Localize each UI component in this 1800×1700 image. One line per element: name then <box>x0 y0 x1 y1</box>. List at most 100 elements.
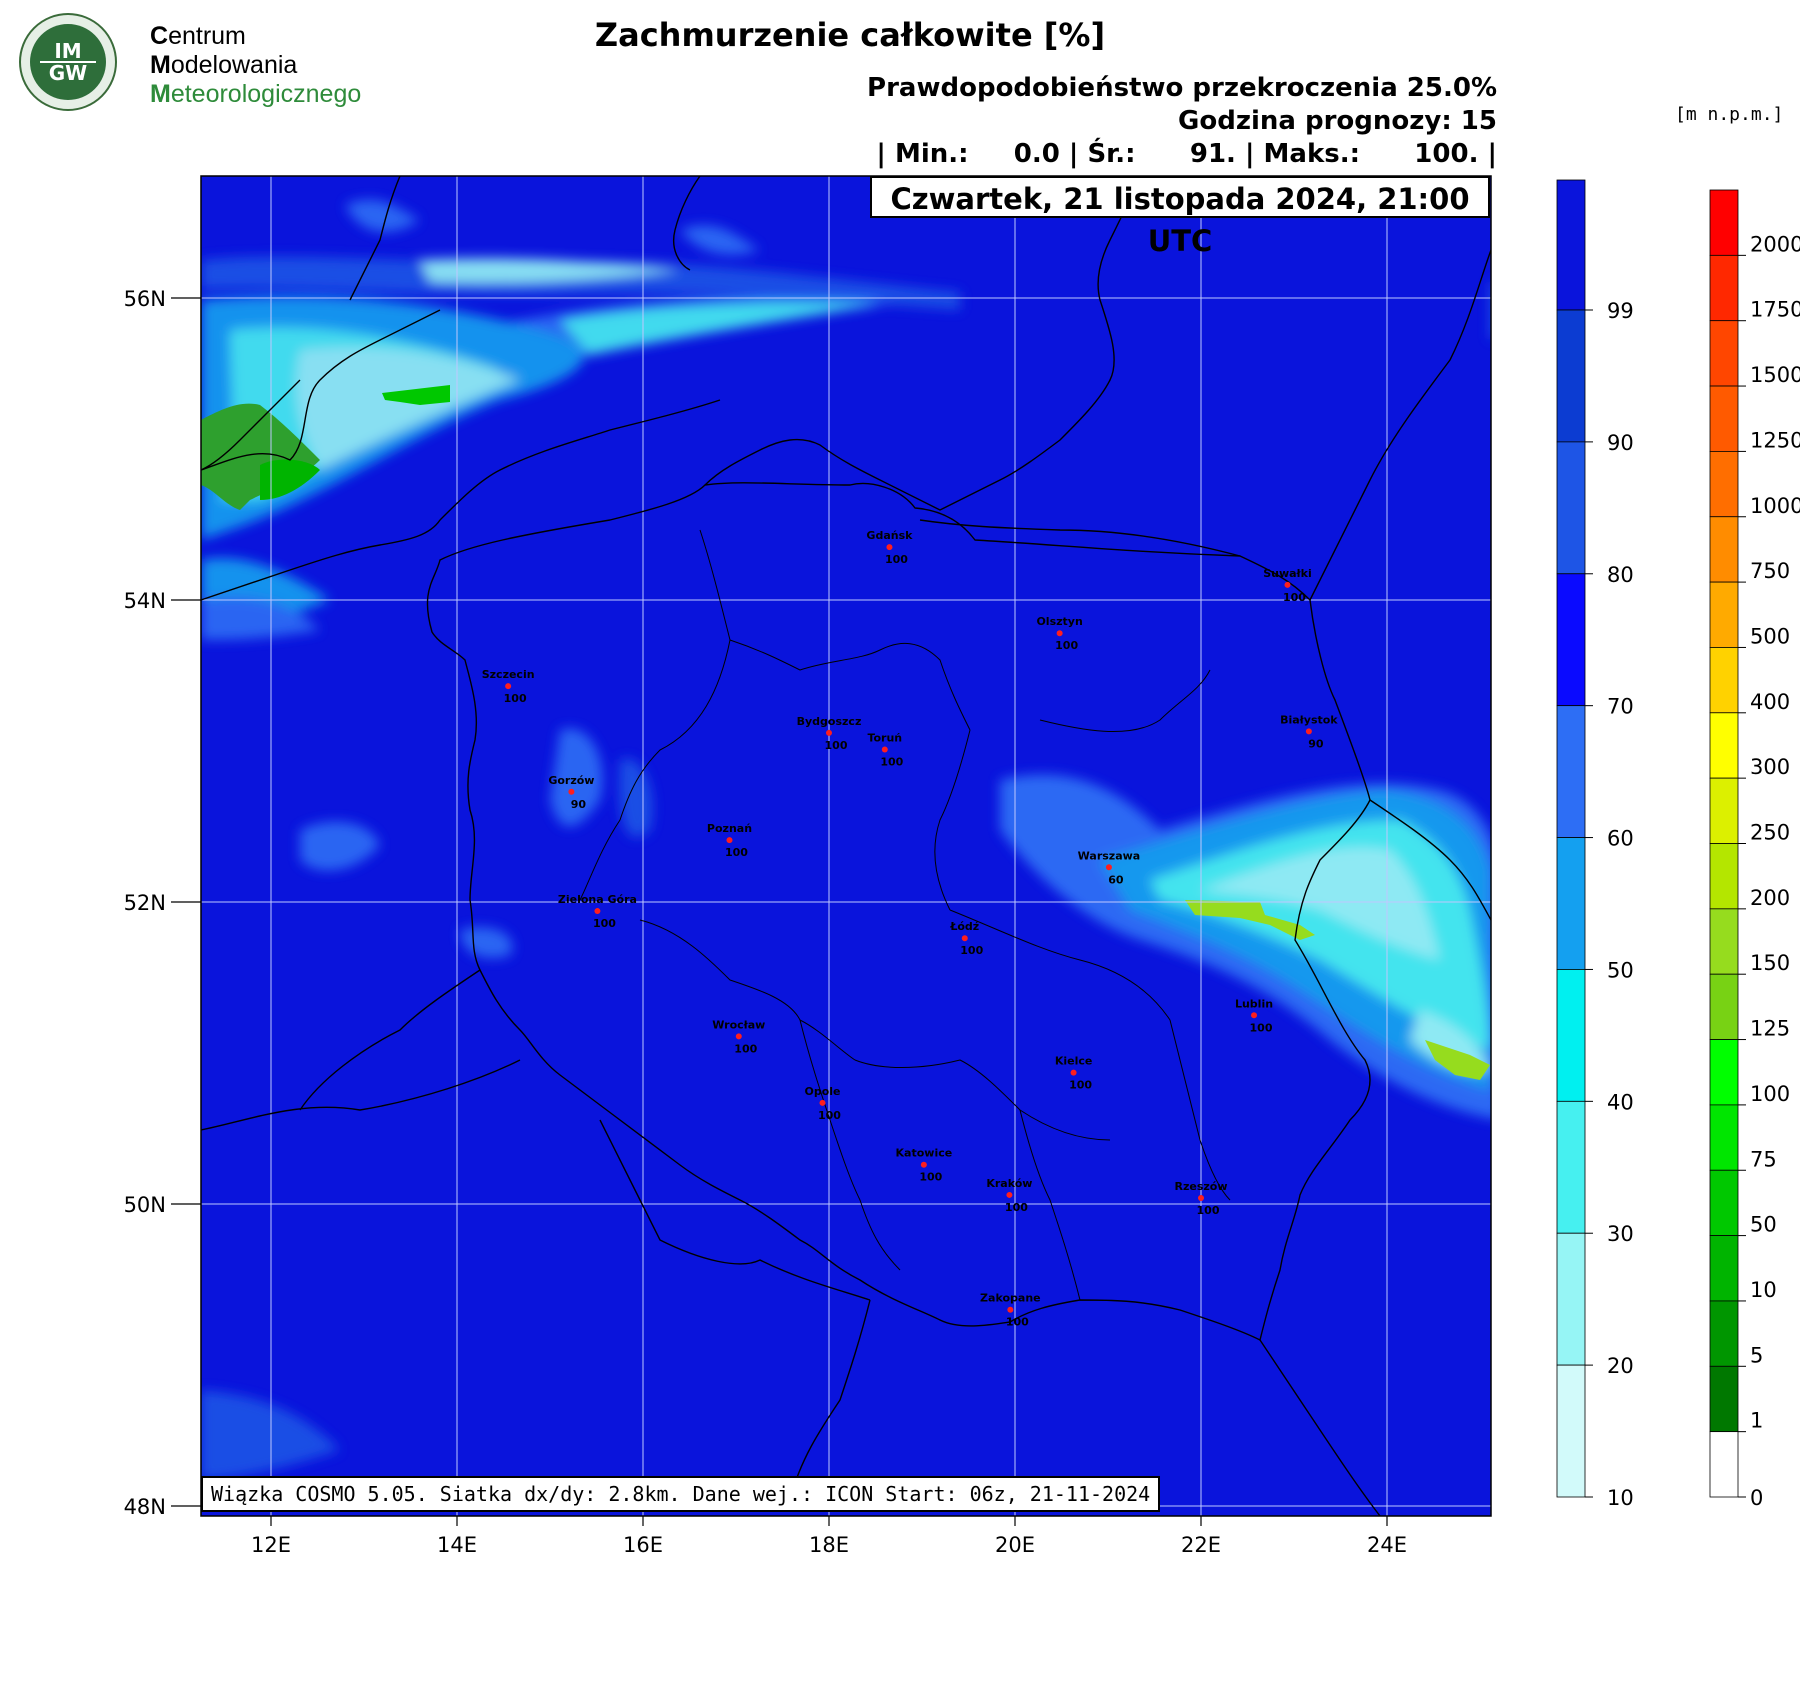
legend-label: 75 <box>1750 1147 1777 1171</box>
legend-label: 20 <box>1607 1354 1634 1378</box>
valid-date-box: Czwartek, 21 listopada 2024, 21:00 UTC <box>870 176 1490 258</box>
legend-label: 1750 <box>1750 298 1800 322</box>
city-name: Kraków <box>986 1177 1032 1190</box>
legend-label: 1000 <box>1750 494 1800 518</box>
city-dot <box>1305 728 1312 735</box>
legend-label: 30 <box>1607 1222 1634 1246</box>
city-value: 100 <box>1006 1316 1029 1329</box>
legend-swatch <box>1709 450 1739 518</box>
cloud-height-patch <box>201 403 320 510</box>
city-value: 100 <box>504 692 527 705</box>
svg-text:IM: IM <box>54 39 81 63</box>
legend-label: 1250 <box>1750 428 1800 452</box>
city-marker: Wrocław 100 <box>712 1018 765 1055</box>
legend-label: 50 <box>1607 958 1634 982</box>
city-dot <box>1284 581 1291 588</box>
legend-swatch <box>1709 254 1739 322</box>
city-marker: Gdańsk 100 <box>866 529 913 566</box>
city-name: Gorzów <box>548 774 594 787</box>
legend-label: 200 <box>1750 886 1790 910</box>
legend-swatch <box>1709 189 1739 256</box>
city-marker: Kraków 100 <box>986 1177 1032 1214</box>
legend-label: 500 <box>1750 624 1790 648</box>
city-marker: Lublin 100 <box>1235 997 1273 1034</box>
cloud-height-patch <box>382 385 450 405</box>
legend-label: 0 <box>1750 1486 1763 1510</box>
city-dot <box>881 746 888 753</box>
legend-swatch <box>1709 843 1739 910</box>
legend-label: 10 <box>1607 1486 1634 1510</box>
city-dot <box>1006 1191 1013 1198</box>
city-dot <box>568 788 575 795</box>
city-marker: Szczecin 100 <box>482 668 535 705</box>
legend-label: 750 <box>1750 559 1790 583</box>
city-value: 100 <box>885 553 908 566</box>
lat-label: 48N <box>124 1495 166 1519</box>
legend-label: 99 <box>1607 299 1634 323</box>
legend-swatch <box>1556 1232 1586 1366</box>
city-dot <box>920 1161 927 1168</box>
voivodeship-borders <box>579 529 1231 1301</box>
legend-label: 125 <box>1750 1017 1790 1041</box>
legend-swatch <box>1709 1235 1739 1302</box>
legend-label: 60 <box>1607 827 1634 851</box>
coastline <box>201 176 1141 601</box>
city-dot <box>726 837 733 844</box>
city-name: Bydgoszcz <box>797 715 862 728</box>
lon-label: 12E <box>251 1533 291 1557</box>
legend-swatch <box>1709 516 1739 583</box>
org-line-1: entrum <box>168 22 246 50</box>
lon-label: 16E <box>623 1533 663 1557</box>
city-marker: Poznań 100 <box>707 822 752 859</box>
legend-swatch <box>1709 1169 1739 1236</box>
lat-label: 52N <box>124 891 166 915</box>
city-dot <box>886 544 893 551</box>
probability-label: Prawdopodobieństwo przekroczenia 25.0% <box>867 73 1497 103</box>
legend-swatch <box>1709 647 1739 714</box>
city-value: 100 <box>725 846 748 859</box>
lon-label: 14E <box>437 1533 477 1557</box>
city-value: 100 <box>1250 1021 1273 1034</box>
lat-label: 50N <box>124 1193 166 1217</box>
city-dot <box>735 1033 742 1040</box>
legend-swatch <box>1556 309 1586 443</box>
statistics-label: | Min.: 0.0 | Śr.: 91. | Maks.: 100. | <box>876 139 1497 169</box>
legend-label: 90 <box>1607 431 1634 455</box>
legend-swatch <box>1556 179 1586 311</box>
city-dot <box>1007 1306 1014 1313</box>
city-value: 100 <box>734 1042 757 1055</box>
city-name: Zakopane <box>980 1292 1041 1305</box>
legend-label: 100 <box>1750 1082 1790 1106</box>
city-name: Suwałki <box>1263 567 1312 580</box>
city-marker: Suwałki 100 <box>1263 567 1312 604</box>
city-name: Kielce <box>1055 1055 1093 1068</box>
coordinate-grid <box>201 176 1491 1516</box>
city-marker: Gorzów 90 <box>548 774 594 811</box>
city-value: 100 <box>1005 1201 1028 1214</box>
city-name: Opole <box>804 1085 840 1098</box>
forecast-hour-label: Godzina prognozy: 15 <box>1178 106 1497 136</box>
cloud-height-patch <box>260 459 320 500</box>
city-name: Łódź <box>949 920 979 933</box>
legend-label: 2000 <box>1750 232 1800 256</box>
city-marker: Łódź 100 <box>949 920 983 957</box>
poland-border <box>426 482 1371 1342</box>
legend-label: 50 <box>1750 1213 1777 1237</box>
org-line-1-initial: C <box>150 22 169 50</box>
country-borders <box>201 249 1491 1516</box>
legend-label: 400 <box>1750 690 1790 714</box>
legend-swatch <box>1709 1365 1739 1433</box>
legend-label: 250 <box>1750 821 1790 845</box>
legend-label: 70 <box>1607 695 1634 719</box>
city-value: 100 <box>1069 1079 1092 1092</box>
city-marker: Opole 100 <box>804 1085 841 1122</box>
city-marker: Toruń 100 <box>867 731 903 768</box>
legend-swatch <box>1709 1104 1739 1171</box>
map-frame <box>200 175 1492 1517</box>
city-value: 100 <box>919 1171 942 1184</box>
lat-label: 54N <box>124 589 166 613</box>
legend-swatch <box>1709 908 1739 975</box>
city-dot <box>594 908 601 915</box>
model-info-box: Wiązka COSMO 5.05. Siatka dx/dy: 2.8km. … <box>201 1476 1161 1512</box>
map-title: Zachmurzenie całkowite [%] <box>594 16 1106 54</box>
